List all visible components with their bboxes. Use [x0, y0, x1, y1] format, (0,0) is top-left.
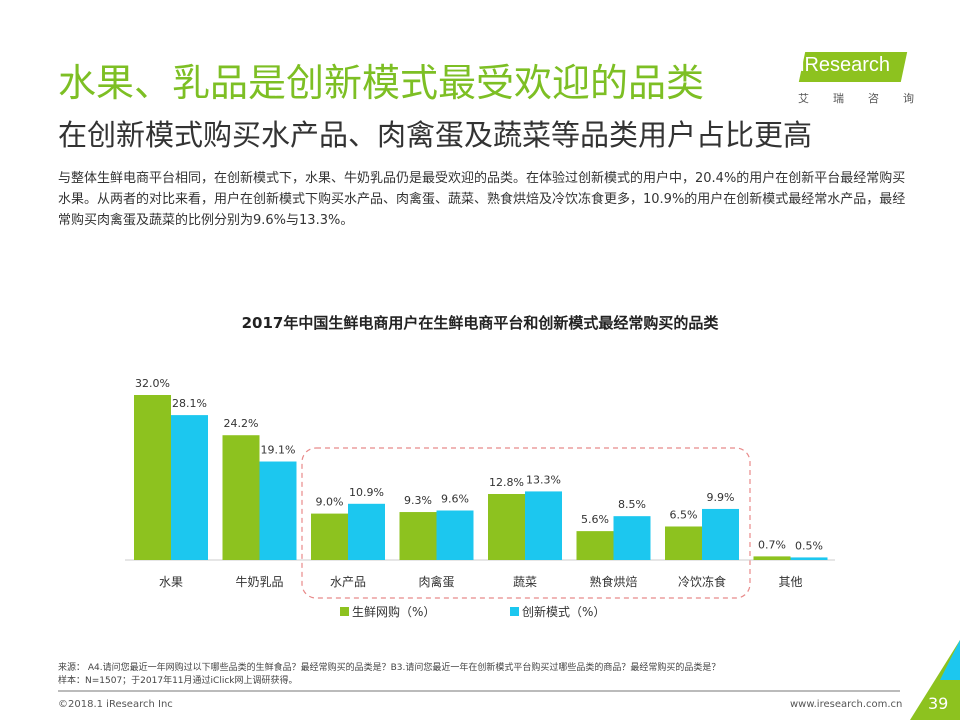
- bar: [790, 557, 828, 560]
- data-label: 12.8%: [489, 476, 524, 489]
- legend-label: 生鲜网购（%）: [352, 604, 435, 619]
- bar: [665, 526, 702, 560]
- copyright: ©2018.1 iResearch Inc: [58, 699, 173, 710]
- bar: [311, 513, 348, 560]
- logo-text: iResearch: [800, 54, 891, 76]
- data-label: 9.6%: [441, 493, 469, 506]
- bar: [348, 503, 385, 560]
- data-label: 10.9%: [349, 486, 384, 499]
- page-title: 水果、乳品是创新模式最受欢迎的品类: [58, 61, 705, 105]
- bar: [134, 395, 171, 560]
- highlight-box: [301, 447, 751, 599]
- data-label: 19.1%: [261, 444, 296, 457]
- bar: [436, 510, 474, 560]
- category-label: 牛奶乳品: [235, 574, 283, 589]
- bar: [259, 461, 297, 560]
- bar: [702, 508, 739, 560]
- bar: [171, 415, 208, 560]
- category-label: 水产品: [330, 575, 366, 589]
- data-label: 0.5%: [795, 539, 823, 552]
- category-label: 蔬菜: [513, 575, 537, 589]
- page-corner-decoration: [910, 640, 960, 720]
- page-subtitle: 在创新模式购买水产品、肉禽蛋及蔬菜等品类用户占比更高: [58, 118, 813, 152]
- data-label: 28.1%: [172, 397, 207, 410]
- data-label: 9.9%: [707, 491, 735, 504]
- description: 与整体生鲜电商平台相同，在创新模式下，水果、牛奶乳品仍是最受欢迎的品类。在体验过…: [58, 171, 906, 228]
- data-label: 13.3%: [526, 473, 561, 486]
- bar: [613, 516, 651, 560]
- sample-text: 样本：N=1507；于2017年11月通过iClick网上调研获得。: [58, 676, 298, 686]
- category-label: 熟食烘焙: [589, 574, 637, 589]
- logo-cn: 艾瑞咨询: [798, 92, 938, 105]
- website-link[interactable]: www.iresearch.com.cn: [790, 699, 903, 710]
- bar: [576, 531, 614, 560]
- source-note: 来源： A4.请问您最近一年网购过以下哪些品类的生鲜食品？最经常购买的品类是？B…: [58, 662, 720, 688]
- bar: [399, 512, 437, 560]
- data-label: 8.5%: [618, 498, 646, 511]
- category-label: 肉禽蛋: [418, 574, 454, 589]
- iresearch-logo: iResearch 艾瑞咨询: [792, 52, 914, 112]
- category-label: 其他: [778, 575, 802, 589]
- legend-swatch: [510, 607, 519, 616]
- data-label: 9.0%: [316, 496, 344, 509]
- bar: [488, 494, 525, 560]
- category-label: 水果: [159, 575, 183, 589]
- data-label: 0.7%: [758, 538, 786, 551]
- data-label: 24.2%: [224, 417, 259, 430]
- divider: [58, 690, 900, 692]
- data-label: 5.6%: [581, 513, 609, 526]
- bar: [753, 556, 791, 560]
- legend-swatch: [340, 607, 349, 616]
- bar: [222, 435, 260, 560]
- bar: [525, 491, 562, 560]
- source-text: 来源： A4.请问您最近一年网购过以下哪些品类的生鲜食品？最经常购买的品类是？B…: [58, 663, 721, 673]
- page-number: 39: [928, 694, 949, 713]
- data-label: 32.0%: [135, 377, 170, 390]
- data-label: 6.5%: [670, 508, 698, 521]
- chart-title: 2017年中国生鲜电商用户在生鲜电商平台和创新模式最经常购买的品类: [241, 314, 719, 332]
- data-label: 9.3%: [404, 494, 432, 507]
- legend-label: 创新模式（%）: [522, 604, 605, 619]
- category-label: 冷饮冻食: [678, 574, 726, 589]
